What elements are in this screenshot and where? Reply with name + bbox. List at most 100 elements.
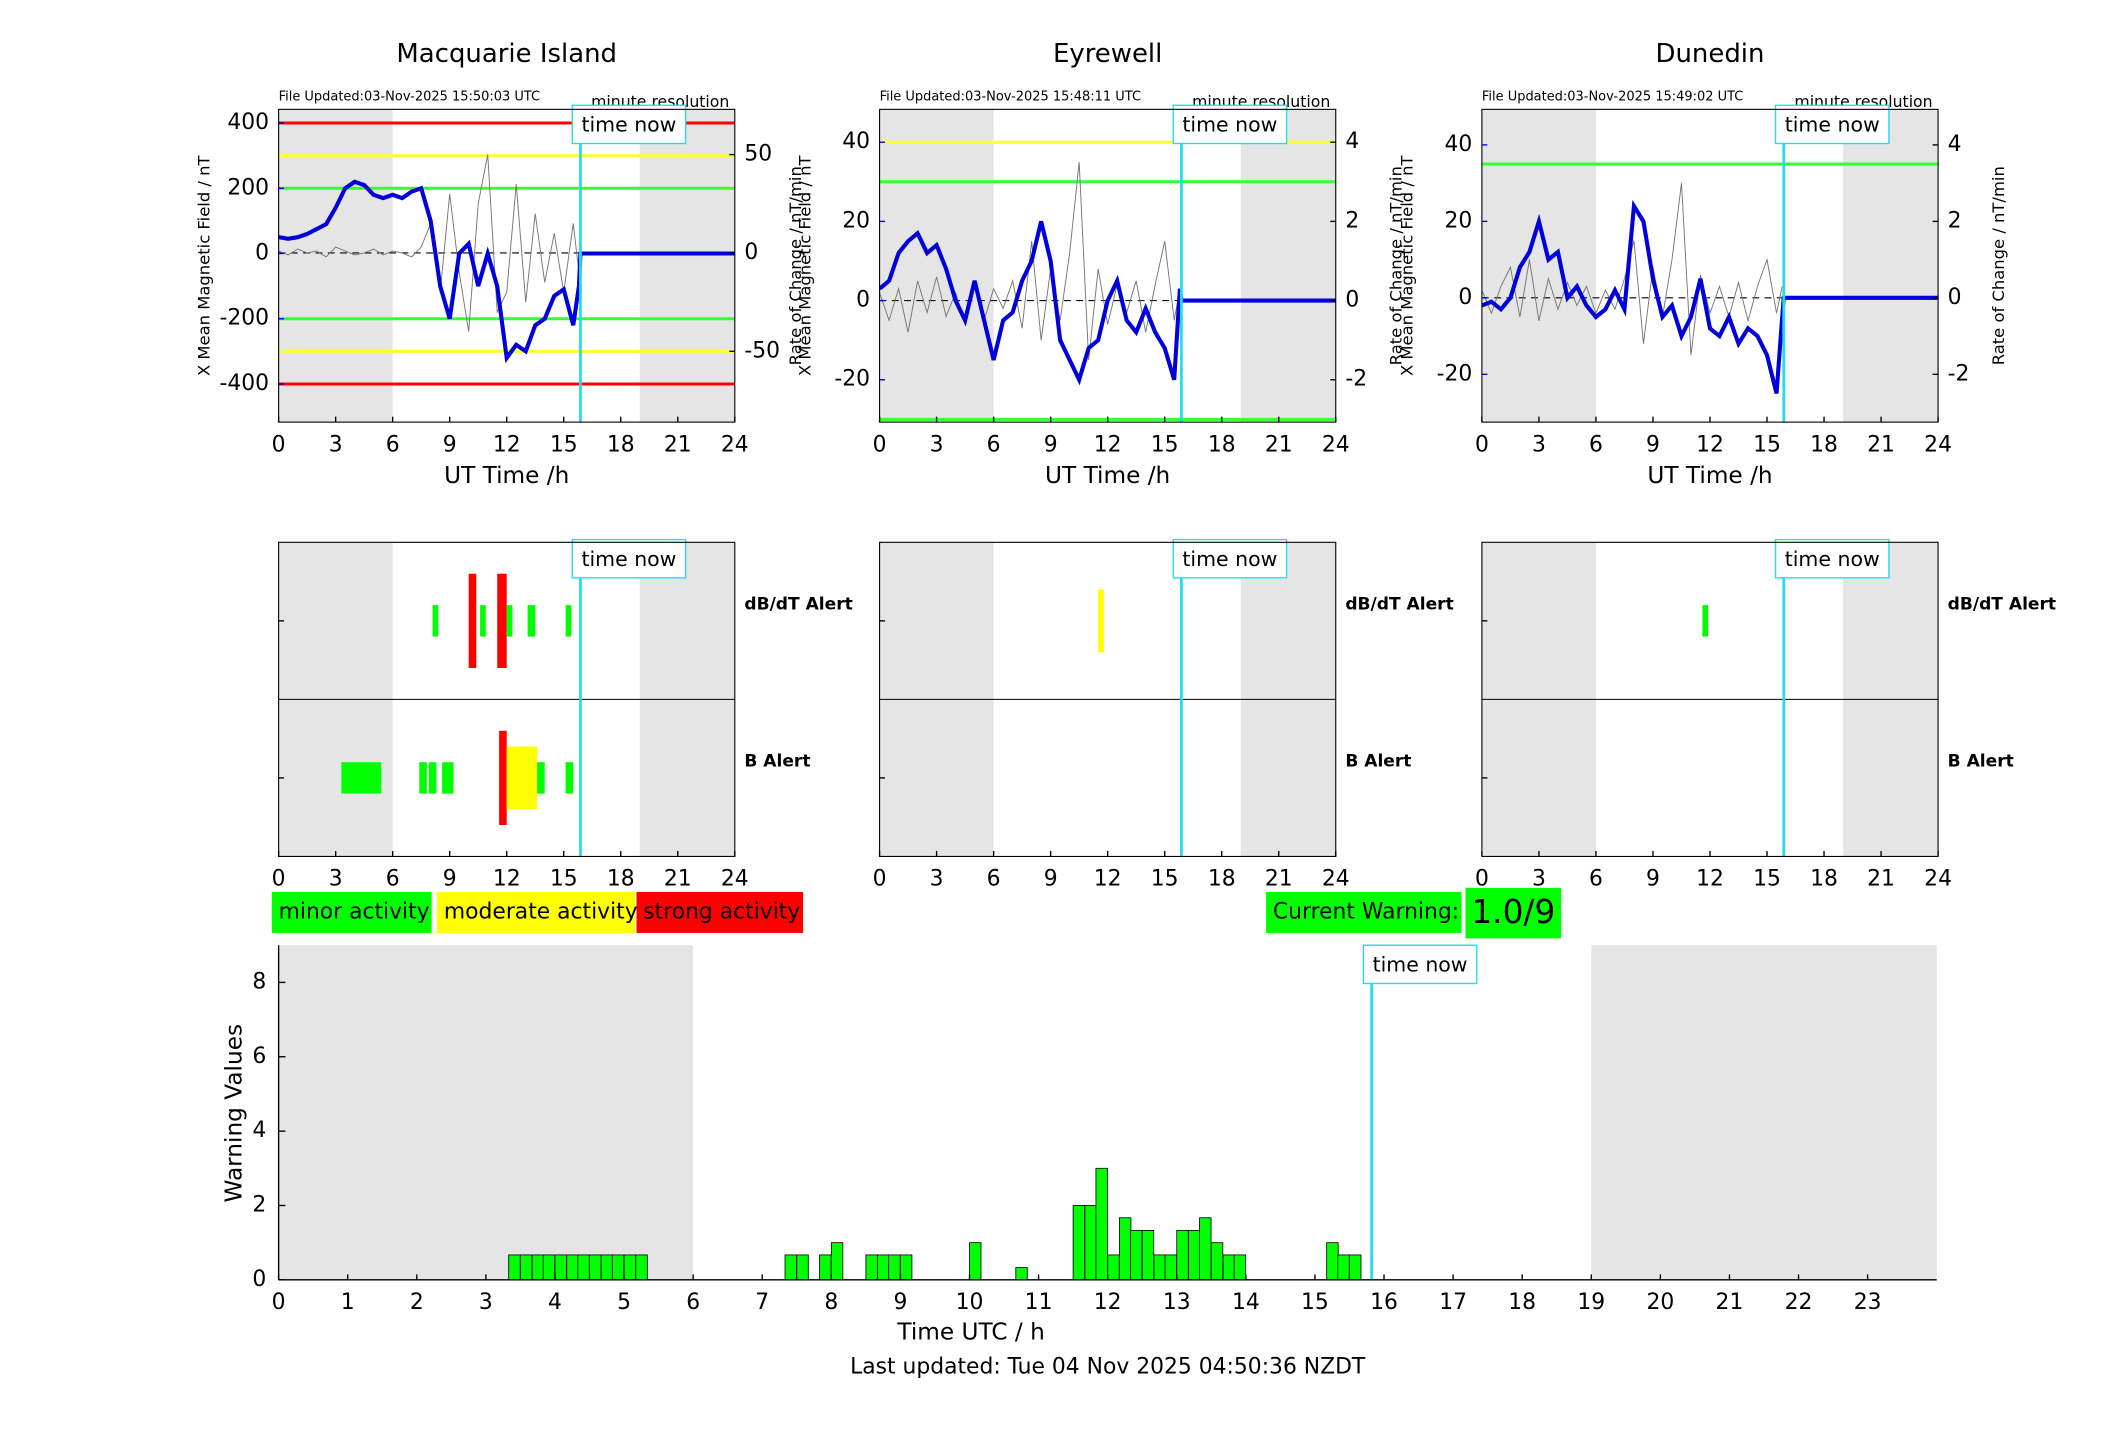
alert-bar bbox=[468, 573, 477, 668]
alert-bar bbox=[499, 730, 507, 826]
x-tick-label: 9 bbox=[443, 867, 457, 892]
night-shading bbox=[639, 109, 735, 423]
x-tick-label: 0 bbox=[873, 867, 887, 892]
warning-label: Current Warning: bbox=[1273, 899, 1459, 924]
x-tick-label: 15 bbox=[1753, 867, 1781, 892]
time-now-label: time now bbox=[1785, 113, 1880, 137]
x-axis-label: UT Time /h bbox=[1045, 462, 1170, 489]
y-tick-label: 20 bbox=[1445, 208, 1473, 233]
rate-line bbox=[879, 161, 1181, 361]
warning-bar bbox=[577, 1254, 590, 1281]
night-shading bbox=[1481, 109, 1596, 423]
x-tick-label: 22 bbox=[1785, 1290, 1813, 1315]
warning-box bbox=[1266, 891, 1462, 933]
warning-bar bbox=[1095, 1167, 1108, 1281]
warning-bar bbox=[1176, 1229, 1189, 1281]
panel-title: Eyrewell bbox=[1053, 39, 1162, 69]
y-tick-label: 400 bbox=[227, 110, 269, 135]
x-tick-label: 18 bbox=[1508, 1290, 1536, 1315]
alert-bar bbox=[1702, 605, 1709, 637]
x-tick-label: 3 bbox=[329, 867, 343, 892]
warning-bar bbox=[589, 1254, 602, 1281]
x-tick-label: 8 bbox=[824, 1290, 838, 1315]
row-label: B Alert bbox=[1345, 752, 1411, 772]
x-tick-label: 12 bbox=[1696, 432, 1724, 457]
warning-bar bbox=[1141, 1229, 1155, 1281]
x-tick-label: 6 bbox=[386, 432, 400, 457]
x-tick-label: 18 bbox=[1208, 867, 1236, 892]
x-tick-label: 0 bbox=[272, 432, 286, 457]
warning-bar bbox=[1072, 1205, 1086, 1281]
x-tick-label: 18 bbox=[607, 867, 635, 892]
x-tick-label: 15 bbox=[1753, 432, 1781, 457]
y-axis-label: X Mean Magnetic Field / nT bbox=[1398, 154, 1417, 376]
x-tick-label: 0 bbox=[1475, 432, 1489, 457]
y-axis-label: Warning Values bbox=[220, 1024, 247, 1203]
x-tick-label: 9 bbox=[1044, 867, 1058, 892]
x-tick-label: 9 bbox=[893, 1290, 907, 1315]
y-tick-label: -400 bbox=[219, 371, 269, 396]
warning-value: 1.0/9 bbox=[1471, 893, 1555, 931]
y2-tick-label: -50 bbox=[744, 338, 780, 363]
x-tick-label: 3 bbox=[930, 867, 944, 892]
x-axis-label: UT Time /h bbox=[1647, 462, 1772, 489]
x-tick-label: 9 bbox=[1646, 867, 1660, 892]
x-tick-label: 23 bbox=[1854, 1290, 1882, 1315]
alert-bar bbox=[1098, 589, 1104, 653]
time-now-box bbox=[571, 538, 687, 579]
x-tick-label: 12 bbox=[1094, 1290, 1122, 1315]
x-tick-label: 24 bbox=[721, 432, 749, 457]
alert-bar bbox=[419, 762, 427, 794]
warning-bar bbox=[1222, 1254, 1235, 1281]
y2-tick-label: -2 bbox=[1345, 367, 1367, 392]
x-tick-label: 14 bbox=[1232, 1290, 1260, 1315]
time-now-box bbox=[571, 104, 687, 145]
alert-bar bbox=[506, 605, 513, 637]
warning-bar bbox=[830, 1242, 844, 1281]
y-tick-label: -20 bbox=[1437, 361, 1473, 386]
night-shading bbox=[1843, 109, 1939, 423]
warning-bar bbox=[542, 1254, 556, 1281]
x-tick-label: 19 bbox=[1577, 1290, 1605, 1315]
file-updated: File Updated:03-Nov-2025 15:49:02 UTC bbox=[1482, 90, 1743, 105]
x-tick-label: 3 bbox=[329, 432, 343, 457]
x-tick-label: 6 bbox=[1589, 432, 1603, 457]
warning-bar bbox=[1337, 1254, 1350, 1281]
x-tick-label: 6 bbox=[386, 867, 400, 892]
alert-bar bbox=[428, 762, 437, 794]
x-tick-label: 12 bbox=[1094, 867, 1122, 892]
y-axis-label: X Mean Magnetic Field / nT bbox=[795, 154, 814, 376]
time-now-label: time now bbox=[581, 113, 676, 137]
row-label: dB/dT Alert bbox=[744, 594, 852, 614]
alert-bar bbox=[480, 605, 486, 637]
x-tick-label: 21 bbox=[1265, 867, 1293, 892]
y-tick-label: 0 bbox=[252, 1267, 266, 1292]
warning-bar bbox=[600, 1254, 614, 1281]
x-tick-label: 3 bbox=[479, 1290, 493, 1315]
night-shading bbox=[278, 945, 694, 1280]
warning-bar bbox=[1015, 1267, 1028, 1281]
y2-tick-label: 0 bbox=[1345, 288, 1359, 313]
warning-bar bbox=[635, 1254, 648, 1281]
x-tick-label: 21 bbox=[664, 432, 692, 457]
x-tick-label: 9 bbox=[1646, 432, 1660, 457]
warning-bar bbox=[819, 1254, 832, 1281]
y2-tick-label: -2 bbox=[1948, 361, 1970, 386]
legend-label: strong activity bbox=[643, 899, 800, 924]
x-tick-label: 2 bbox=[410, 1290, 424, 1315]
y-tick-label: 6 bbox=[252, 1044, 266, 1069]
warning-bar bbox=[520, 1254, 533, 1281]
x-tick-label: 6 bbox=[987, 867, 1001, 892]
time-now-label: time now bbox=[581, 547, 676, 571]
y2-axis-label: Rate of Change / nT/min bbox=[1989, 166, 2008, 365]
time-now-label: time now bbox=[1785, 547, 1880, 571]
warning-bar bbox=[1233, 1254, 1247, 1281]
x-tick-label: 21 bbox=[664, 867, 692, 892]
alert-bar bbox=[341, 762, 382, 794]
x-tick-label: 15 bbox=[1301, 1290, 1329, 1315]
night-shading bbox=[278, 109, 393, 423]
x-tick-label: 15 bbox=[550, 432, 578, 457]
x-tick-label: 0 bbox=[1475, 867, 1489, 892]
file-updated: File Updated:03-Nov-2025 15:48:11 UTC bbox=[880, 90, 1141, 105]
field-line bbox=[278, 179, 735, 364]
